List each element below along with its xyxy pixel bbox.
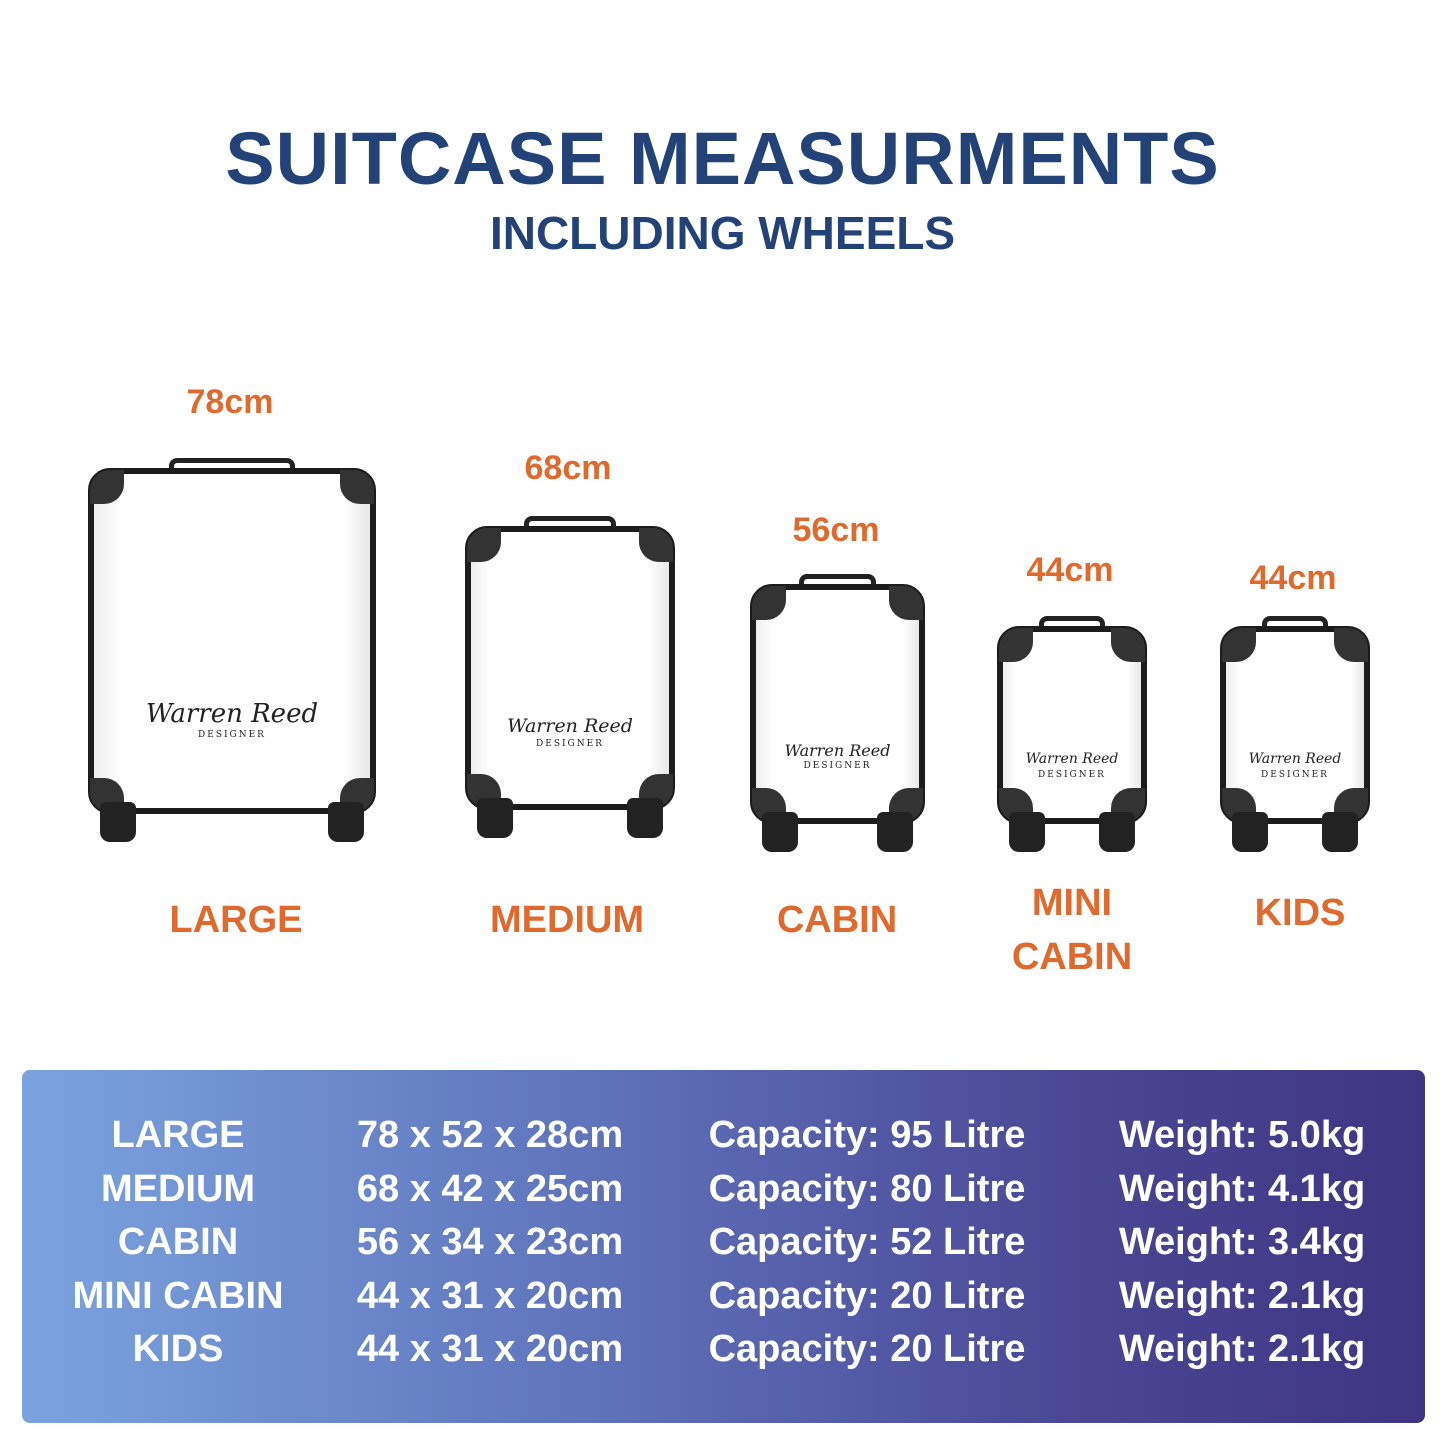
- specs-table: LARGE 78 x 52 x 28cm Capacity: 95 Litre Wei…: [22, 1070, 1425, 1423]
- suitcase-shell: Warren Reed DESIGNER: [997, 626, 1147, 824]
- cell-size: LARGE: [111, 1114, 245, 1156]
- wheel: [477, 798, 513, 838]
- wheel: [877, 812, 913, 852]
- brand-logo-tag: DESIGNER: [536, 738, 604, 749]
- brand-logo-tag: DESIGNER: [1261, 769, 1329, 780]
- cell-weight: Weight: 2.1kg: [1118, 1274, 1366, 1317]
- corner-guard: [1334, 628, 1368, 662]
- corner-guard: [340, 470, 374, 504]
- mini-cabin-suitcase-image: Warren Reed DESIGNER: [997, 616, 1147, 852]
- brand-logo-tag: DESIGNER: [803, 761, 872, 772]
- wheel: [100, 802, 136, 842]
- brand-logo: Warren Reed DESIGNER: [1026, 752, 1119, 780]
- table-row: MINI CABIN 44 x 31 x 20cm Capacity: 20 Lit…: [22, 1273, 1425, 1323]
- kids-suitcase-image: Warren Reed DESIGNER: [1220, 616, 1370, 852]
- wheel: [1099, 812, 1135, 852]
- brand-logo-name: Warren Reed: [1025, 751, 1119, 768]
- handle: [523, 516, 617, 533]
- handle: [1039, 616, 1105, 633]
- cell-dims: 44 x 31 x 20cm: [356, 1274, 624, 1317]
- cell-weight: Weight: 4.1kg: [1118, 1167, 1366, 1210]
- page-subtitle: INCLUDING WHEELS: [489, 207, 956, 259]
- kids-height-label: 44cm: [1249, 559, 1337, 597]
- mini-cabin-name-line1: MINI: [1031, 882, 1113, 924]
- mini-cabin-name-line2: CABIN: [1011, 936, 1133, 978]
- wheel: [627, 798, 663, 838]
- table-row: LARGE 78 x 52 x 28cm Capacity: 95 Litre Wei…: [22, 1112, 1425, 1162]
- corner-guard: [467, 528, 501, 562]
- large-height-label: 78cm: [186, 383, 274, 421]
- handle: [799, 574, 876, 591]
- handle: [1262, 616, 1328, 633]
- handle: [168, 458, 296, 475]
- brand-logo-tag: DESIGNER: [198, 730, 266, 741]
- brand-logo: Warren Reed DESIGNER: [507, 714, 633, 750]
- cell-size: CABIN: [117, 1221, 239, 1263]
- corner-guard: [1111, 628, 1145, 662]
- cell-dims: 56 x 34 x 23cm: [356, 1221, 624, 1263]
- wheel: [1232, 812, 1268, 852]
- mini-cabin-name-label: MINI CABIN: [1012, 876, 1132, 984]
- brand-logo: Warren Reed DESIGNER: [1249, 752, 1342, 780]
- medium-height-label: 68cm: [524, 449, 612, 487]
- cell-weight: Weight: 3.4kg: [1118, 1221, 1366, 1263]
- brand-logo-tag: DESIGNER: [1038, 769, 1106, 780]
- cell-weight: Weight: 5.0kg: [1118, 1114, 1366, 1156]
- cell-dims: 78 x 52 x 28cm: [356, 1114, 624, 1156]
- cell-capacity: Capacity: 80 Litre: [708, 1167, 1026, 1210]
- large-suitcase-image: Warren Reed DESIGNER: [88, 458, 376, 842]
- brand-logo-name: Warren Reed: [507, 714, 633, 737]
- cell-dims: 44 x 31 x 20cm: [356, 1328, 624, 1370]
- cabin-height-label: 56cm: [792, 511, 880, 549]
- cell-capacity: Capacity: 20 Litre: [708, 1274, 1026, 1317]
- suitcase-shell: Warren Reed DESIGNER: [1220, 626, 1370, 824]
- brand-logo: Warren Reed DESIGNER: [146, 700, 318, 742]
- table-row: MEDIUM 68 x 42 x 25cm Capacity: 80 Litre We…: [22, 1166, 1425, 1216]
- corner-guard: [889, 586, 923, 620]
- cell-size: MINI CABIN: [72, 1274, 284, 1317]
- wheel: [1009, 812, 1045, 852]
- brand-logo-name: Warren Reed: [1248, 751, 1342, 768]
- cell-capacity: Capacity: 20 Litre: [708, 1328, 1026, 1370]
- cell-capacity: Capacity: 95 Litre: [708, 1114, 1026, 1156]
- page-title: SUITCASE MEASURMENTS: [225, 117, 1220, 200]
- suitcase-shell: Warren Reed DESIGNER: [465, 526, 675, 810]
- table-row: KIDS 44 x 31 x 20cm Capacity: 20 Litre Weig…: [22, 1326, 1425, 1376]
- cabin-name-label: CABIN: [776, 899, 898, 941]
- wheel: [1322, 812, 1358, 852]
- cabin-suitcase-image: Warren Reed DESIGNER: [750, 574, 925, 852]
- cell-size: KIDS: [132, 1328, 224, 1370]
- brand-logo: Warren Reed DESIGNER: [785, 742, 891, 773]
- wheel: [762, 812, 798, 852]
- suitcase-shell: Warren Reed DESIGNER: [88, 468, 376, 814]
- medium-name-label: MEDIUM: [489, 899, 645, 941]
- corner-guard: [999, 628, 1033, 662]
- corner-guard: [90, 470, 124, 504]
- wheel: [328, 802, 364, 842]
- large-name-label: LARGE: [169, 899, 303, 941]
- kids-name-label: KIDS: [1254, 892, 1346, 934]
- corner-guard: [752, 586, 786, 620]
- corner-guard: [639, 528, 673, 562]
- cell-size: MEDIUM: [100, 1167, 256, 1210]
- table-row: CABIN 56 x 34 x 23cm Capacity: 52 Litre Wei…: [22, 1219, 1425, 1269]
- suitcase-shell: Warren Reed DESIGNER: [750, 584, 925, 824]
- mini-cabin-height-label: 44cm: [1026, 551, 1114, 589]
- brand-logo-name: Warren Reed: [784, 740, 891, 760]
- cell-weight: Weight: 2.1kg: [1118, 1328, 1366, 1370]
- brand-logo-name: Warren Reed: [145, 698, 319, 729]
- medium-suitcase-image: Warren Reed DESIGNER: [465, 516, 675, 838]
- cell-capacity: Capacity: 52 Litre: [708, 1221, 1026, 1263]
- corner-guard: [1222, 628, 1256, 662]
- cell-dims: 68 x 42 x 25cm: [356, 1167, 624, 1210]
